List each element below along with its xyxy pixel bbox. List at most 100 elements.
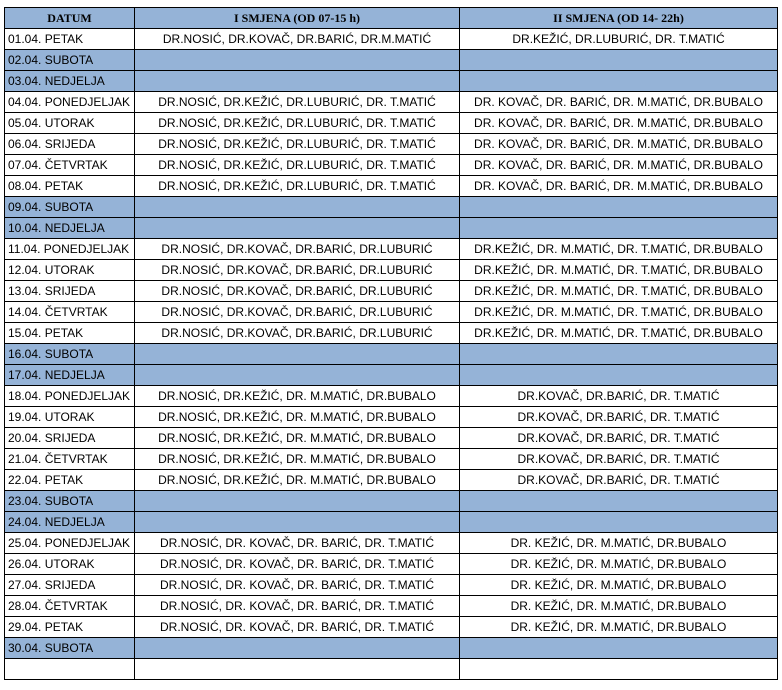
table-row: 15.04. PETAK DR.NOSIĆ, DR.KOVAČ, DR.BARIĆ… [4,322,778,344]
header-row: DATUM I SMJENA (OD 07-15 h) II SMJENA (O… [4,7,778,29]
shift-cell: DR.KOVAČ, DR.BARIĆ, DR. T.MATIĆ [459,385,778,407]
shift-cell: DR. KEŽIĆ, DR. M.MATIĆ, DR.BUBALO [459,574,778,596]
table-body: 01.04. PETAK DR.NOSIĆ, DR.KOVAČ, DR.BARIĆ… [4,28,778,680]
date-cell: 03.04. NEDJELJA [4,70,135,92]
shift-cell: DR.KEŽIĆ, DR. M.MATIĆ, DR. T.MATIĆ, DR.B… [459,280,778,302]
shift-cell: DR.NOSIĆ, DR.KEŽIĆ, DR. M.MATIĆ, DR.BUBA… [134,448,460,470]
table-row: 03.04. NEDJELJA [4,70,778,92]
shift-cell: DR.NOSIĆ, DR.KOVAČ, DR.BARIĆ, DR.LUBURIĆ [134,280,460,302]
shift-cell [459,511,778,533]
shift-cell [134,490,460,512]
date-cell: 12.04. UTORAK [4,259,135,281]
shift-cell: DR.NOSIĆ, DR.KOVAČ, DR.BARIĆ, DR.LUBURIĆ [134,238,460,260]
table-row: 10.04. NEDJELJA [4,217,778,239]
table-row: 29.04. PETAK DR.NOSIĆ, DR. KOVAČ, DR. BAR… [4,616,778,638]
table-row: 19.04. UTORAK DR.NOSIĆ, DR.KEŽIĆ, DR. M.M… [4,406,778,428]
shift-cell [459,217,778,239]
table-row: 25.04. PONEDJELJAK DR.NOSIĆ, DR. KOVAČ, D… [4,532,778,554]
shift-cell: DR. KEŽIĆ, DR. M.MATIĆ, DR.BUBALO [459,553,778,575]
table-row: 21.04. ČETVRTAK DR.NOSIĆ, DR.KEŽIĆ, DR. M… [4,448,778,470]
table-row: 05.04. UTORAK DR.NOSIĆ, DR.KEŽIĆ, DR.LUBU… [4,112,778,134]
date-cell: 23.04. SUBOTA [4,490,135,512]
shift-cell [134,637,460,659]
table-row: 17.04. NEDJELJA [4,364,778,386]
date-cell: 21.04. ČETVRTAK [4,448,135,470]
table-row: 07.04. ČETVRTAK DR.NOSIĆ, DR.KEŽIĆ, DR.LU… [4,154,778,176]
header-cell: DATUM [4,7,135,29]
shift-cell: DR. KOVAČ, DR. BARIĆ, DR. M.MATIĆ, DR.BU… [459,175,778,197]
date-cell: 22.04. PETAK [4,469,135,491]
shift-cell: DR.NOSIĆ, DR. KOVAČ, DR. BARIĆ, DR. T.MA… [134,553,460,575]
table-row: 13.04. SRIJEDA DR.NOSIĆ, DR.KOVAČ, DR.BAR… [4,280,778,302]
shift-cell: DR.NOSIĆ, DR.KEŽIĆ, DR. M.MATIĆ, DR.BUBA… [134,427,460,449]
empty-cell [134,658,460,680]
date-cell: 29.04. PETAK [4,616,135,638]
date-cell: 02.04. SUBOTA [4,49,135,71]
date-cell: 06.04. SRIJEDA [4,133,135,155]
date-cell: 01.04. PETAK [4,28,135,50]
shift-cell: DR.KEŽIĆ, DR. M.MATIĆ, DR. T.MATIĆ, DR.B… [459,238,778,260]
shift-cell: DR.NOSIĆ, DR.KEŽIĆ, DR. M.MATIĆ, DR.BUBA… [134,406,460,428]
shift-cell: DR.KOVAČ, DR.BARIĆ, DR. T.MATIĆ [459,448,778,470]
table-row: 04.04. PONEDJELJAK DR.NOSIĆ, DR.KEŽIĆ, DR… [4,91,778,113]
shift-cell [134,196,460,218]
table-row: 01.04. PETAK DR.NOSIĆ, DR.KOVAČ, DR.BARIĆ… [4,28,778,50]
shift-cell: DR.NOSIĆ, DR.KOVAČ, DR.BARIĆ, DR.LUBURIĆ [134,301,460,323]
table-row: 16.04. SUBOTA [4,343,778,365]
shift-cell [134,49,460,71]
date-cell: 09.04. SUBOTA [4,196,135,218]
date-cell: 11.04. PONEDJELJAK [4,238,135,260]
shift-cell [459,343,778,365]
shift-cell: DR.KOVAČ, DR.BARIĆ, DR. T.MATIĆ [459,406,778,428]
shift-cell: DR.NOSIĆ, DR.KEŽIĆ, DR.LUBURIĆ, DR. T.MA… [134,133,460,155]
shift-cell [134,364,460,386]
header-cell: I SMJENA (OD 07-15 h) [134,7,460,29]
shift-cell: DR. KOVAČ, DR. BARIĆ, DR. M.MATIĆ, DR.BU… [459,112,778,134]
shift-cell: DR.NOSIĆ, DR. KOVAČ, DR. BARIĆ, DR. T.MA… [134,616,460,638]
empty-row [4,658,778,680]
date-cell: 15.04. PETAK [4,322,135,344]
date-cell: 30.04. SUBOTA [4,637,135,659]
shift-cell: DR.NOSIĆ, DR. KOVAČ, DR. BARIĆ, DR. T.MA… [134,532,460,554]
shift-cell: DR.NOSIĆ, DR.KEŽIĆ, DR.LUBURIĆ, DR. T.MA… [134,175,460,197]
shift-cell: DR.NOSIĆ, DR.KEŽIĆ, DR.LUBURIĆ, DR. T.MA… [134,112,460,134]
table-row: 28.04. ČETVRTAK DR.NOSIĆ, DR. KOVAČ, DR. … [4,595,778,617]
shift-cell: DR.NOSIĆ, DR. KOVAČ, DR. BARIĆ, DR. T.MA… [134,595,460,617]
shift-cell [459,490,778,512]
shift-cell: DR.KEŽIĆ, DR. M.MATIĆ, DR. T.MATIĆ, DR.B… [459,301,778,323]
table-row: 06.04. SRIJEDA DR.NOSIĆ, DR.KEŽIĆ, DR.LUB… [4,133,778,155]
shift-cell [459,364,778,386]
shift-cell: DR.NOSIĆ, DR.KOVAČ, DR.BARIĆ, DR.LUBURIĆ [134,259,460,281]
schedule-table: DATUM I SMJENA (OD 07-15 h) II SMJENA (O… [4,7,778,680]
date-cell: 07.04. ČETVRTAK [4,154,135,176]
empty-cell [459,658,778,680]
date-cell: 26.04. UTORAK [4,553,135,575]
shift-cell: DR.NOSIĆ, DR.KEŽIĆ, DR. M.MATIĆ, DR.BUBA… [134,469,460,491]
empty-cell [4,658,135,680]
shift-cell: DR. KOVAČ, DR. BARIĆ, DR. M.MATIĆ, DR.BU… [459,91,778,113]
date-cell: 24.04. NEDJELJA [4,511,135,533]
table-row: 26.04. UTORAK DR.NOSIĆ, DR. KOVAČ, DR. BA… [4,553,778,575]
date-cell: 05.04. UTORAK [4,112,135,134]
shift-cell [134,511,460,533]
shift-cell: DR.KEŽIĆ, DR. M.MATIĆ, DR. T.MATIĆ, DR.B… [459,322,778,344]
shift-cell: DR.NOSIĆ, DR. KOVAČ, DR. BARIĆ, DR. T.MA… [134,574,460,596]
shift-cell [459,49,778,71]
shift-cell [134,217,460,239]
table-row: 12.04. UTORAK DR.NOSIĆ, DR.KOVAČ, DR.BARI… [4,259,778,281]
date-cell: 14.04. ČETVRTAK [4,301,135,323]
shift-cell: DR.KOVAČ, DR.BARIĆ, DR. T.MATIĆ [459,469,778,491]
date-cell: 17.04. NEDJELJA [4,364,135,386]
shift-cell: DR.NOSIĆ, DR.KEŽIĆ, DR.LUBURIĆ, DR. T.MA… [134,91,460,113]
date-cell: 08.04. PETAK [4,175,135,197]
date-cell: 27.04. SRIJEDA [4,574,135,596]
shift-cell [134,70,460,92]
shift-cell [134,343,460,365]
header-cell: II SMJENA (OD 14- 22h) [459,7,778,29]
table-row: 23.04. SUBOTA [4,490,778,512]
table-row: 02.04. SUBOTA [4,49,778,71]
table-row: 24.04. NEDJELJA [4,511,778,533]
date-cell: 10.04. NEDJELJA [4,217,135,239]
date-cell: 13.04. SRIJEDA [4,280,135,302]
date-cell: 28.04. ČETVRTAK [4,595,135,617]
